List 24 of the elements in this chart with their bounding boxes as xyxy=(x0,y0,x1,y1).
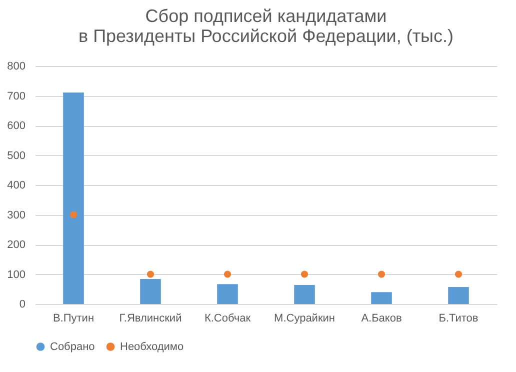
y-tick-label: 100 xyxy=(7,268,26,281)
y-tick-label: 600 xyxy=(7,120,26,132)
y-tick-label: 700 xyxy=(7,90,26,102)
x-tick-label: А.Баков xyxy=(361,312,402,324)
bar xyxy=(63,92,84,304)
y-tick-label: 200 xyxy=(7,239,26,251)
y-tick-label: 400 xyxy=(7,180,26,192)
x-tick-label: Г.Явлинский xyxy=(119,312,182,324)
y-tick-label: 500 xyxy=(7,150,26,162)
x-tick-label: М.Сурайкин xyxy=(274,312,335,324)
x-tick-label: Б.Титов xyxy=(438,312,478,324)
bar xyxy=(217,284,238,304)
y-tick-label: 300 xyxy=(7,209,26,222)
chart-title: Сбор подписей кандидатами в Президенты Российской Федерации, (тыс.) xyxy=(78,6,454,46)
bar xyxy=(371,292,392,304)
y-tick-label: 800 xyxy=(7,60,26,72)
bar xyxy=(294,284,315,304)
y-tick-label: 0 xyxy=(19,298,26,310)
bar xyxy=(448,287,469,304)
bar xyxy=(140,279,161,304)
legend-label: Необходимо xyxy=(120,340,184,353)
legend-label: Собрано xyxy=(50,340,95,353)
x-tick-label: В.Путин xyxy=(52,312,94,324)
x-tick-label: К.Собчак xyxy=(204,312,251,324)
